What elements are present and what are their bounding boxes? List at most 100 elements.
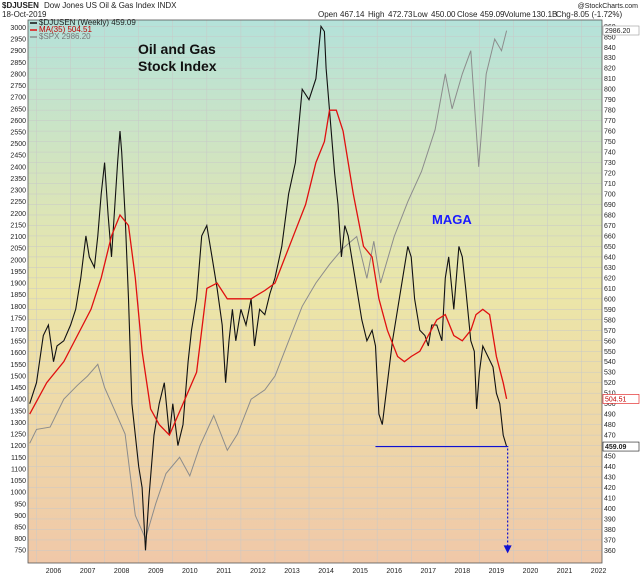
y-right-tick-label: 790 xyxy=(604,97,616,104)
header-high-value: 472.73 xyxy=(388,10,413,19)
legend-ma: MA(35) 504.51 xyxy=(39,25,92,34)
y-right-tick-label: 540 xyxy=(604,359,616,366)
y-left-tick-label: 2300 xyxy=(10,188,26,195)
y-left-tick-label: 2700 xyxy=(10,95,26,102)
x-axis: 2006 2007 2008 2009 2010 2011 2012 2013 2014 2015… xyxy=(46,568,607,575)
y-right-tick-label: 650 xyxy=(604,244,616,251)
y-right-tick-label: 820 xyxy=(604,66,616,73)
header-symbol: $DJUSEN xyxy=(2,1,39,10)
y-right-tick-label: 830 xyxy=(604,55,616,62)
y-left-axis: 750 800 850 900 950 1000 1050 1100 1150 1200 1250 1… xyxy=(10,25,26,555)
x-tick-label: 2021 xyxy=(557,568,573,575)
maga-annotation: MAGA xyxy=(432,212,472,227)
y-left-tick-label: 2800 xyxy=(10,71,26,78)
y-right-tick-label: 780 xyxy=(604,108,616,115)
y-right-tick-label: 520 xyxy=(604,380,616,387)
header-open-value: 467.14 xyxy=(340,10,365,19)
spx-price-tag-text: 2986.20 xyxy=(605,28,630,35)
y-right-tick-label: 530 xyxy=(604,370,616,377)
y-left-tick-label: 1200 xyxy=(10,443,26,450)
plot-background xyxy=(28,20,602,563)
y-right-tick-label: 550 xyxy=(604,349,616,356)
price-series-line xyxy=(29,24,508,551)
header-open-label: Open xyxy=(318,10,338,19)
y-right-tick-label: 410 xyxy=(604,496,616,503)
header-volume-label: Volume xyxy=(504,10,531,19)
y-left-tick-label: 800 xyxy=(14,536,26,543)
y-left-tick-label: 2100 xyxy=(10,234,26,241)
y-left-tick-label: 1600 xyxy=(10,350,26,357)
y-left-tick-label: 1150 xyxy=(11,455,26,462)
spx-price-tag: 2986.20 xyxy=(602,25,640,36)
y-left-tick-label: 2650 xyxy=(10,106,26,113)
y-left-tick-label: 2600 xyxy=(10,118,26,125)
y-left-tick-label: 2000 xyxy=(10,257,26,264)
y-left-tick-label: 950 xyxy=(14,501,26,508)
y-right-tick-label: 470 xyxy=(604,433,616,440)
y-left-tick-label: 2750 xyxy=(10,83,26,90)
close-price-tag-text: 459.09 xyxy=(605,444,627,451)
x-tick-label: 2018 xyxy=(455,568,471,575)
y-right-tick-label: 400 xyxy=(604,506,616,513)
x-tick-label: 2009 xyxy=(148,568,164,575)
y-right-tick-label: 560 xyxy=(604,338,616,345)
x-tick-label: 2011 xyxy=(216,568,231,575)
y-right-tick-label: 600 xyxy=(604,296,616,303)
y-right-tick-label: 420 xyxy=(604,485,616,492)
y-left-tick-label: 2350 xyxy=(10,176,26,183)
y-left-tick-label: 1650 xyxy=(10,339,26,346)
y-left-tick-label: 2500 xyxy=(10,141,26,148)
y-left-tick-label: 3000 xyxy=(10,25,26,32)
y-right-tick-label: 740 xyxy=(604,150,616,157)
y-right-tick-label: 500 xyxy=(604,401,616,408)
y-right-tick-label: 690 xyxy=(604,202,616,209)
y-right-tick-label: 430 xyxy=(604,475,616,482)
y-left-tick-label: 1950 xyxy=(10,269,26,276)
header-close-value: 459.09 xyxy=(480,10,505,19)
y-right-tick-label: 840 xyxy=(604,45,616,52)
header-low-label: Low xyxy=(413,10,428,19)
y-right-tick-label: 580 xyxy=(604,317,616,324)
y-right-tick-label: 480 xyxy=(604,422,616,429)
ma-price-tag-text: 504.51 xyxy=(605,396,627,403)
y-left-tick-label: 1300 xyxy=(10,420,26,427)
y-left-tick-label: 2050 xyxy=(10,246,26,253)
y-right-tick-label: 800 xyxy=(604,87,616,94)
y-left-tick-label: 900 xyxy=(14,513,26,520)
header-close-label: Close xyxy=(457,10,478,19)
y-left-tick-label: 1900 xyxy=(10,281,26,288)
y-left-tick-label: 750 xyxy=(14,548,26,555)
y-right-tick-label: 700 xyxy=(604,192,616,199)
y-right-tick-label: 450 xyxy=(604,454,616,461)
spx-series-line xyxy=(29,30,508,541)
y-left-tick-label: 850 xyxy=(14,524,26,531)
y-left-tick-label: 1400 xyxy=(10,397,26,404)
y-left-tick-label: 2850 xyxy=(10,60,26,67)
x-tick-label: 2012 xyxy=(250,568,266,575)
plot-frame xyxy=(27,19,603,564)
y-left-tick-label: 2400 xyxy=(10,164,26,171)
y-right-tick-label: 750 xyxy=(604,139,616,146)
y-left-tick-label: 2950 xyxy=(10,37,26,44)
legend-spx: $SPX 2986.20 xyxy=(39,32,91,41)
header-description: Dow Jones US Oil & Gas Index INDX xyxy=(44,1,177,10)
x-tick-label: 2008 xyxy=(114,568,130,575)
y-right-tick-label: 810 xyxy=(604,76,616,83)
y-right-tick-label: 730 xyxy=(604,160,616,167)
x-tick-label: 2017 xyxy=(420,568,436,575)
x-tick-label: 2010 xyxy=(182,568,198,575)
y-right-tick-label: 660 xyxy=(604,233,616,240)
x-tick-label: 2019 xyxy=(489,568,505,575)
y-left-tick-label: 1500 xyxy=(10,373,26,380)
x-tick-label: 2014 xyxy=(318,568,334,575)
y-right-tick-label: 370 xyxy=(604,537,616,544)
y-left-tick-label: 1750 xyxy=(10,315,26,322)
header-low-value: 450.00 xyxy=(431,10,456,19)
header-high-label: High xyxy=(368,10,384,19)
ma-price-tag: 504.51 xyxy=(602,394,640,404)
y-left-tick-label: 2450 xyxy=(10,153,26,160)
y-right-tick-label: 620 xyxy=(604,275,616,282)
y-left-tick-label: 2250 xyxy=(10,199,26,206)
y-right-tick-label: 850 xyxy=(604,34,616,41)
